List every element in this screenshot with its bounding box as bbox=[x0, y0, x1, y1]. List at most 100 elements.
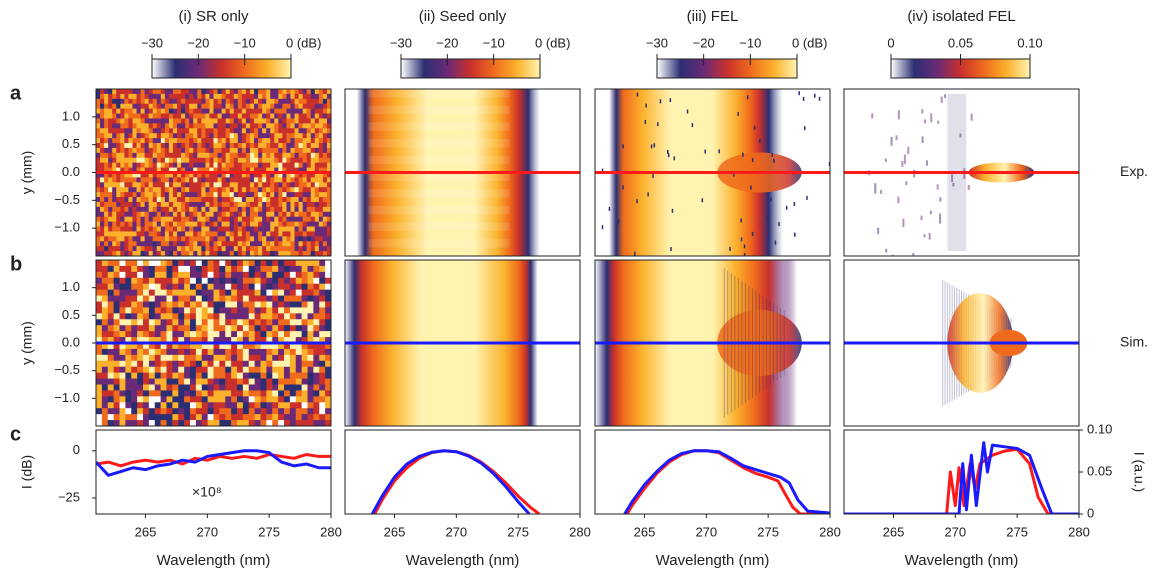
heatmap-cell bbox=[225, 157, 231, 164]
heatmap-cell bbox=[248, 301, 256, 308]
heatmap-cell bbox=[185, 123, 190, 129]
heatmap-cell bbox=[326, 182, 331, 188]
heatmap-cell bbox=[314, 152, 320, 159]
heatmap-cell bbox=[213, 157, 219, 164]
heatmap-cell bbox=[262, 182, 267, 188]
heatmap-cell bbox=[295, 354, 303, 362]
heatmap-cell bbox=[148, 93, 154, 100]
heatmap-cell bbox=[313, 283, 320, 291]
heatmap-cell bbox=[219, 295, 226, 302]
heatmap-cell bbox=[100, 226, 105, 232]
heatmap-cell bbox=[168, 103, 174, 110]
heatmap-cell bbox=[108, 93, 113, 100]
heatmap-cell bbox=[124, 162, 129, 169]
heatmap-cell bbox=[101, 271, 109, 279]
heatmap-cell bbox=[178, 408, 185, 415]
heatmap-cell bbox=[119, 366, 126, 374]
heatmap-cell bbox=[284, 289, 291, 297]
heatmap-cell bbox=[294, 172, 300, 178]
heatmap-cell bbox=[128, 123, 133, 129]
heatmap-cell bbox=[270, 162, 275, 169]
heatmap-cell bbox=[254, 143, 259, 149]
heatmap-cell bbox=[237, 378, 244, 385]
heatmap-cell bbox=[225, 147, 231, 154]
heatmap-cell bbox=[318, 192, 324, 198]
heatmap-cell bbox=[119, 414, 126, 421]
heatmap-cell bbox=[278, 113, 283, 119]
heatmap-cell bbox=[306, 118, 312, 124]
heatmap-cell bbox=[201, 157, 206, 164]
heatmap-stripe bbox=[368, 205, 510, 215]
heatmap-cell bbox=[278, 89, 283, 95]
heatmap-cell bbox=[177, 197, 182, 203]
heatmap-cell bbox=[225, 192, 231, 198]
heatmap-cell bbox=[314, 216, 320, 223]
heatmap-cell bbox=[286, 138, 291, 144]
heatmap-cell bbox=[242, 354, 250, 362]
heatmap-cell bbox=[143, 396, 150, 403]
heatmap-cell bbox=[294, 221, 300, 228]
heatmap-cell bbox=[219, 307, 226, 314]
heatmap-cell bbox=[120, 201, 125, 208]
heatmap-cell bbox=[310, 236, 316, 242]
heatmap-cell bbox=[144, 138, 150, 144]
heatmap-cell bbox=[318, 231, 324, 237]
heatmap-cell bbox=[144, 98, 150, 105]
heatmap-cell bbox=[298, 187, 304, 193]
heatmap-cell bbox=[229, 128, 235, 134]
heatmap-cell bbox=[116, 211, 121, 218]
heatmap-cell bbox=[148, 133, 154, 139]
heatmap-cell bbox=[96, 366, 103, 374]
heatmap-cell bbox=[290, 162, 296, 169]
heatmap-cell bbox=[120, 236, 125, 242]
heatmap-cell bbox=[307, 378, 314, 385]
heatmap-cell bbox=[318, 177, 324, 183]
heatmap-cell bbox=[156, 221, 162, 228]
heatmap-cell bbox=[237, 221, 243, 228]
heatmap-cell bbox=[131, 420, 138, 426]
y-tick-label: 0.0 bbox=[62, 164, 80, 179]
heatmap-cell bbox=[254, 313, 261, 320]
heatmap-cell bbox=[219, 420, 226, 426]
colorbar-tick-label: 0.05 bbox=[948, 35, 973, 50]
heatmap-cell bbox=[233, 182, 239, 188]
heatmap-cell bbox=[181, 226, 186, 232]
heatmap-cell bbox=[262, 152, 267, 159]
heatmap-cell bbox=[225, 206, 231, 213]
heatmap-cell bbox=[120, 167, 125, 173]
heatmap-cell bbox=[164, 103, 170, 110]
heatmap-cell bbox=[278, 182, 283, 188]
heatmap-speck bbox=[644, 119, 647, 124]
heatmap-speck bbox=[895, 135, 898, 141]
colorbar-tick-label: 0 (dB) bbox=[535, 35, 570, 50]
heatmap-cell bbox=[278, 143, 283, 149]
heatmap-cell bbox=[132, 108, 138, 115]
heatmap-cell bbox=[156, 192, 162, 198]
heatmap-cell bbox=[190, 366, 197, 374]
heatmap-cell bbox=[289, 414, 297, 421]
heatmap-cell bbox=[272, 348, 279, 356]
heatmap-cell bbox=[168, 187, 174, 193]
heatmap-cell bbox=[231, 378, 238, 385]
heatmap-cell bbox=[225, 236, 231, 242]
heatmap-cell bbox=[290, 93, 296, 100]
heatmap-cell bbox=[143, 372, 150, 380]
heatmap-cell bbox=[248, 307, 256, 314]
heatmap-cell bbox=[116, 162, 121, 169]
heatmap-cell bbox=[242, 420, 250, 426]
heatmap-cell bbox=[262, 236, 267, 242]
heatmap-cell bbox=[140, 128, 146, 134]
heatmap-cell bbox=[249, 138, 255, 144]
heatmap-cell bbox=[132, 113, 138, 119]
heatmap-cell bbox=[225, 337, 232, 344]
heatmap-cell bbox=[143, 265, 150, 273]
heatmap-cell bbox=[100, 152, 105, 159]
heatmap-cell bbox=[190, 396, 197, 403]
heatmap-cell bbox=[301, 337, 308, 344]
heatmap-cell bbox=[217, 236, 223, 242]
heatmap-cell bbox=[131, 360, 138, 368]
heatmap-cell bbox=[201, 167, 206, 173]
heatmap-cell bbox=[128, 93, 133, 100]
heatmap-cell bbox=[148, 354, 156, 362]
heatmap-cell bbox=[144, 251, 150, 256]
